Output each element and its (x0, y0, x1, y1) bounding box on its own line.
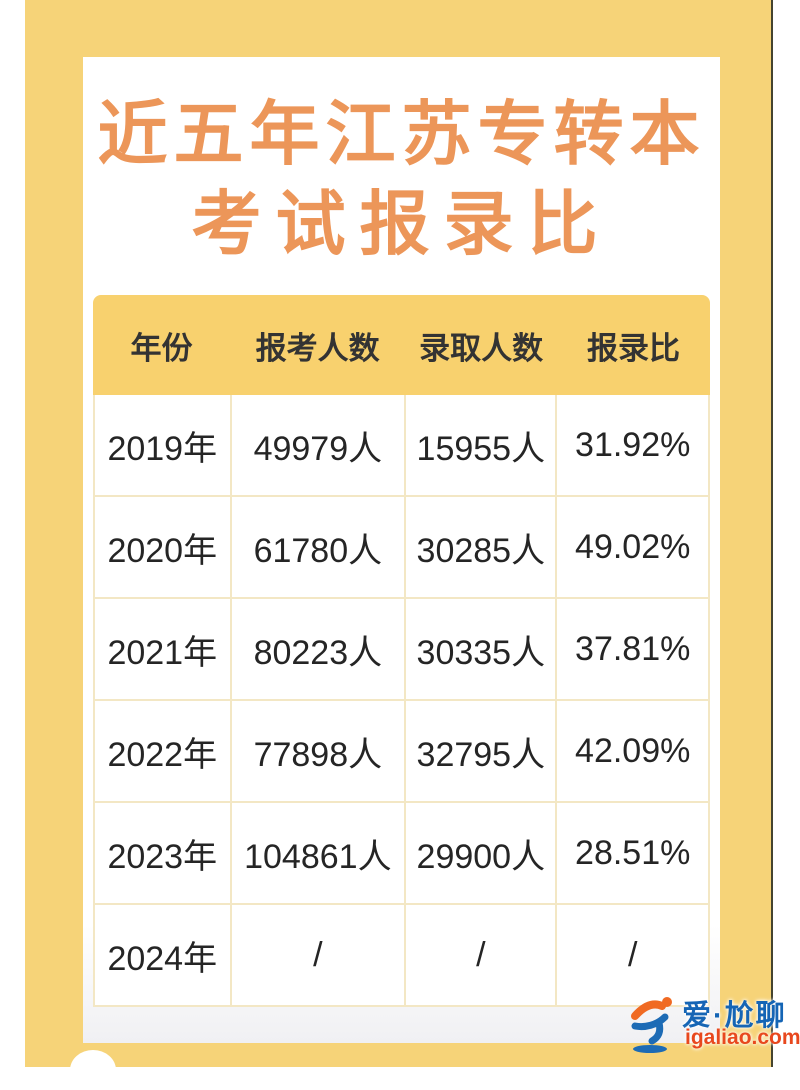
table-cell: 104861人 (232, 803, 407, 903)
table-row: 2020年 61780人 30285人 49.02% (95, 497, 710, 599)
table-cell: 29900人 (406, 803, 558, 903)
table-cell: 77898人 (232, 701, 407, 801)
table-cell: / (232, 905, 407, 1005)
page-title-line2: 考试报录比 (191, 185, 612, 263)
table-cell: 2020年 (95, 497, 232, 597)
table-cell: 31.92% (557, 395, 710, 495)
table-cell: 15955人 (406, 395, 558, 495)
table-cell: / (557, 905, 710, 1005)
table-header-row: 年份 报考人数 录取人数 报录比 (93, 295, 710, 395)
table-cell: 49.02% (557, 497, 710, 597)
right-edge-line (771, 0, 773, 1067)
bottom-decor-blob (70, 1050, 116, 1090)
table-row: 2024年 / / / (95, 905, 710, 1007)
watermark-site-text: igaliao.com (685, 1026, 800, 1049)
ratio-table: 年份 报考人数 录取人数 报录比 2019年 49979人 15955人 31.92% 202… (93, 295, 710, 1007)
page-title: 近五年江苏专转本 考试报录比 (83, 89, 720, 269)
table-cell: 37.81% (557, 599, 710, 699)
table-row: 2019年 49979人 15955人 31.92% (95, 395, 710, 497)
watermark-brand-text: 爱·尬聊 (682, 1000, 787, 1032)
table-cell: 2024年 (95, 905, 232, 1005)
watermark-logo: 爱·尬聊 igaliao.com (612, 982, 800, 1060)
page-title-line1: 近五年江苏专转本 (97, 95, 706, 173)
table-cell: / (406, 905, 558, 1005)
table-header-cell: 年份 (130, 330, 193, 366)
table-body: 2019年 49979人 15955人 31.92% 2020年 61780人 30285人… (93, 395, 710, 1007)
content-card: 近五年江苏专转本 考试报录比 年份 报考人数 录取人数 报录比 2019年 49979人… (83, 57, 720, 1043)
table-row: 2022年 77898人 32795人 42.09% (95, 701, 710, 803)
table-header-cell: 录取人数 (419, 330, 544, 366)
table-cell: 28.51% (557, 803, 710, 903)
table-cell: 2021年 (95, 599, 232, 699)
table-header-cell: 报考人数 (255, 330, 380, 366)
table-cell: 42.09% (557, 701, 710, 801)
table-cell: 32795人 (406, 701, 558, 801)
table-row: 2023年 104861人 29900人 28.51% (95, 803, 710, 905)
runner-icon (631, 997, 672, 1053)
table-row: 2021年 80223人 30335人 37.81% (95, 599, 710, 701)
table-cell: 30335人 (406, 599, 558, 699)
table-cell: 2019年 (95, 395, 232, 495)
table-cell: 80223人 (232, 599, 407, 699)
table-cell: 61780人 (232, 497, 407, 597)
table-cell: 30285人 (406, 497, 558, 597)
table-header-cell: 报录比 (586, 330, 680, 366)
table-cell: 2023年 (95, 803, 232, 903)
table-cell: 49979人 (232, 395, 407, 495)
screenshot-root: { "title": { "line1": "近五年江苏专转本", "line2… (25, 0, 800, 1067)
table-cell: 2022年 (95, 701, 232, 801)
